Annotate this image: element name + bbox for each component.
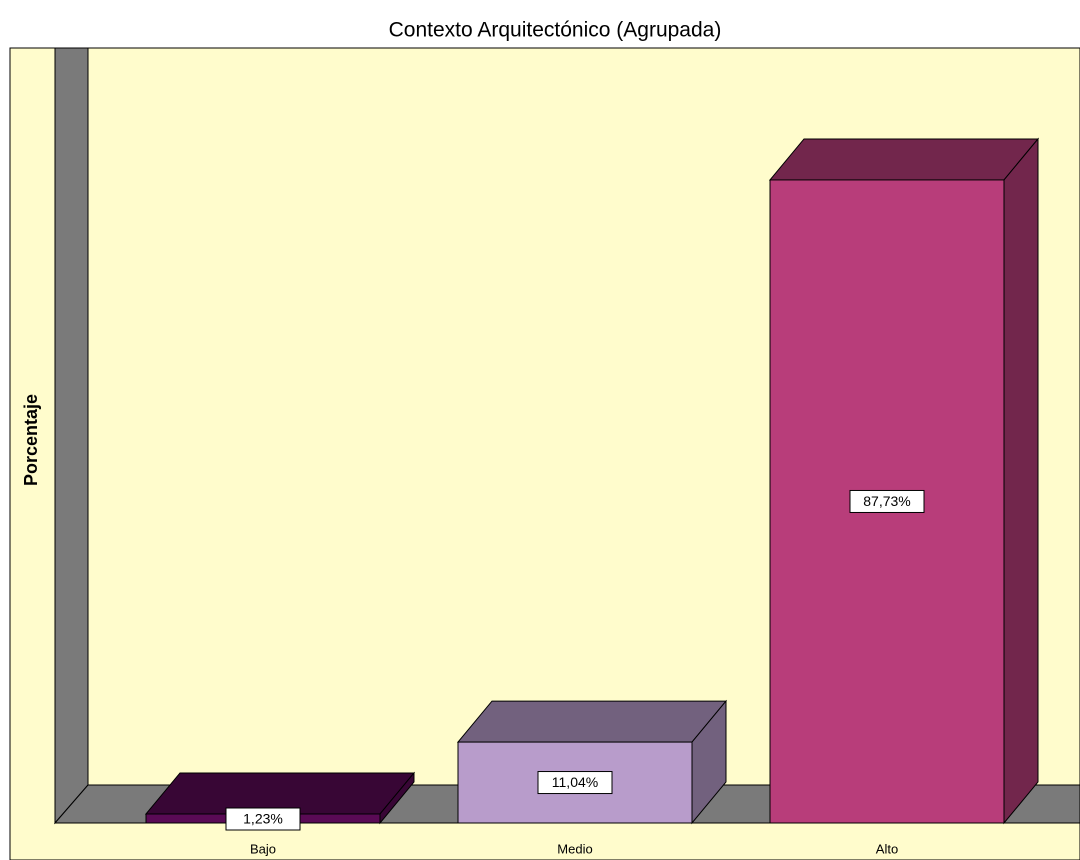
back-wall (54, 47, 89, 825)
y-axis-label: Porcentaje (21, 394, 41, 486)
bar-top (456, 700, 728, 743)
value-label: 87,73% (863, 493, 910, 509)
chart-title: Contexto Arquitectónico (Agrupada) (389, 19, 722, 42)
bar (768, 137, 1040, 825)
value-label-box (849, 489, 925, 513)
x-tick-label: Medio (557, 841, 592, 856)
value-label-box (537, 771, 613, 795)
bar-side (1003, 137, 1039, 825)
value-label: 1,23% (243, 811, 283, 827)
x-tick-label: Bajo (250, 841, 276, 856)
bar (456, 699, 728, 825)
x-tick-label: Alto (876, 841, 898, 856)
value-label: 11,04% (552, 774, 598, 790)
bar-top (768, 138, 1040, 181)
value-label-box (225, 807, 301, 831)
